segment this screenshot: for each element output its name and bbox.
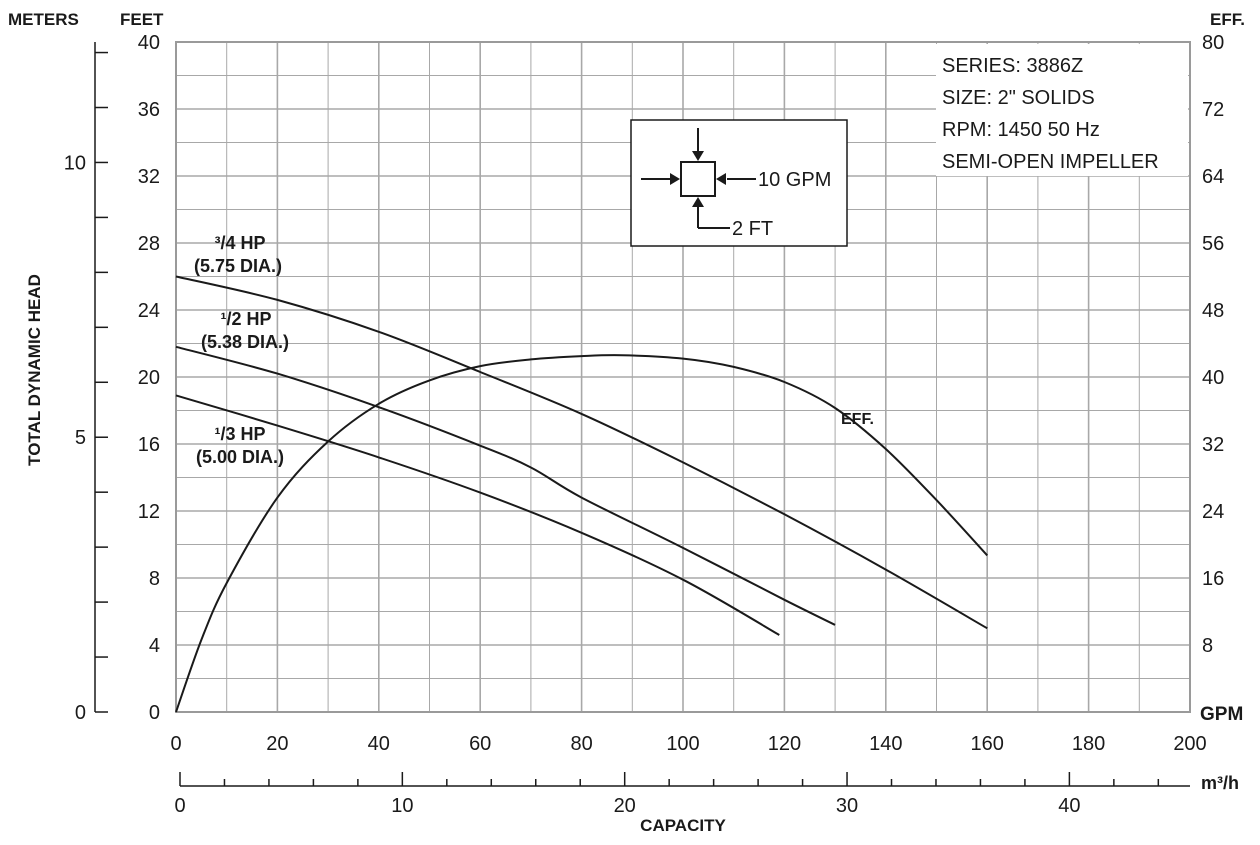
- feet-tick-label: 0: [149, 702, 160, 724]
- series-info-box: [936, 44, 1188, 176]
- meters-tick-label: 5: [75, 427, 86, 449]
- label-half-hp-dia: (5.38 DIA.): [201, 332, 289, 352]
- label-third-hp: ¹/3 HP: [214, 424, 265, 444]
- gpm-tick-label: 40: [368, 733, 390, 755]
- label-efficiency: EFF.: [841, 411, 874, 428]
- eff-tick-label: 48: [1202, 300, 1224, 322]
- series-info-impeller: SEMI-OPEN IMPELLER: [942, 151, 1159, 173]
- gpm-tick-label: 140: [869, 733, 902, 755]
- feet-tick-label: 32: [138, 166, 160, 188]
- gpm-tick-label: 120: [768, 733, 801, 755]
- label-three-quarter-hp-dia: (5.75 DIA.): [194, 256, 282, 276]
- gpm-tick-label: 200: [1173, 733, 1206, 755]
- m3h-tick-label: 0: [174, 795, 185, 817]
- curve-half-hp: [175, 345, 836, 626]
- m3h-tick-label: 20: [614, 795, 636, 817]
- meters-tick-label: 10: [64, 152, 86, 174]
- meters-tick-label: 0: [75, 702, 86, 724]
- series-info-series: SERIES: 3886Z: [942, 55, 1083, 77]
- eff-tick-label: 16: [1202, 568, 1224, 590]
- y-axis-title: TOTAL DYNAMIC HEAD: [25, 274, 44, 466]
- gpm-tick-label: 100: [666, 733, 699, 755]
- curve-third-hp: [175, 394, 780, 636]
- gpm-tick-label: 80: [570, 733, 592, 755]
- eff-tick-label: 32: [1202, 434, 1224, 456]
- eff-tick-label: 24: [1202, 501, 1224, 523]
- eff-tick-label: 56: [1202, 233, 1224, 255]
- eff-tick-label: 72: [1202, 99, 1224, 121]
- curve-three-quarter-hp: [175, 275, 988, 630]
- curve-efficiency: [175, 354, 988, 713]
- scale-ft-label: 2 FT: [732, 218, 773, 240]
- m3h-axis-ticks: [179, 772, 1160, 786]
- gpm-tick-label: 20: [266, 733, 288, 755]
- series-info-size: SIZE: 2" SOLIDS: [942, 87, 1095, 109]
- series-info-rpm: RPM: 1450 50 Hz: [942, 119, 1100, 141]
- eff-axis-title: EFF.: [1210, 10, 1245, 29]
- plot-border: [175, 41, 1191, 713]
- eff-tick-label: 40: [1202, 367, 1224, 389]
- feet-tick-label: 24: [138, 300, 160, 322]
- m3h-tick-label: 10: [391, 795, 413, 817]
- meters-axis-ticks: [95, 51, 108, 713]
- gpm-tick-label: 60: [469, 733, 491, 755]
- label-half-hp: ¹/2 HP: [220, 309, 271, 329]
- feet-tick-label: 16: [138, 434, 160, 456]
- meters-axis-title: METERS: [8, 10, 79, 29]
- eff-tick-label: 64: [1202, 166, 1224, 188]
- label-third-hp-dia: (5.00 DIA.): [196, 447, 284, 467]
- m3h-axis-title: m³/h: [1201, 773, 1239, 793]
- feet-tick-label: 8: [149, 568, 160, 590]
- eff-tick-label: 80: [1202, 32, 1224, 54]
- scale-square: [680, 161, 716, 197]
- feet-tick-label: 20: [138, 367, 160, 389]
- scale-legend-box: 10 GPM 2 FT: [630, 119, 848, 247]
- feet-tick-label: 4: [149, 635, 160, 657]
- m3h-tick-label: 30: [836, 795, 858, 817]
- m3h-tick-label: 40: [1058, 795, 1080, 817]
- feet-axis-title: FEET: [120, 10, 164, 29]
- feet-tick-label: 12: [138, 501, 160, 523]
- gpm-axis-title: GPM: [1200, 704, 1243, 725]
- feet-tick-label: 36: [138, 99, 160, 121]
- gpm-tick-label: 160: [971, 733, 1004, 755]
- feet-tick-label: 28: [138, 233, 160, 255]
- label-three-quarter-hp: ³/4 HP: [214, 233, 265, 253]
- scale-gpm-label: 10 GPM: [758, 169, 831, 191]
- feet-tick-label: 40: [138, 32, 160, 54]
- gpm-tick-label: 180: [1072, 733, 1105, 755]
- eff-tick-label: 8: [1202, 635, 1213, 657]
- x-axis-title: CAPACITY: [640, 816, 726, 835]
- gpm-tick-label: 0: [170, 733, 181, 755]
